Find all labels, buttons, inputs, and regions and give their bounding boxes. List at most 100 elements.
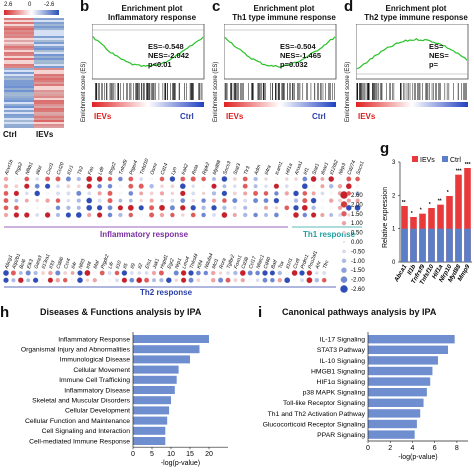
dot (159, 212, 165, 218)
heatmap-cell (34, 40, 64, 43)
gene-label: Cd86 (56, 256, 66, 269)
gsea-ylabel: Enrichment score (ES) (213, 61, 219, 122)
ipa-category: Cellular Movement (73, 367, 130, 374)
ipa-category: Organismal Injury and Abnormalities (21, 347, 131, 354)
heatmap-cell (34, 108, 64, 111)
heatmap-cell (34, 18, 64, 21)
heatmap-cell (34, 60, 64, 63)
legend-dot (342, 240, 346, 244)
dot (24, 176, 30, 182)
ipa-category: HIF1α Signaling (316, 379, 365, 386)
dot (158, 270, 165, 276)
ipa-bar (368, 335, 455, 344)
bar-g-ytick: 0 (392, 260, 396, 266)
heatmap-cell (34, 58, 64, 61)
dot (41, 271, 45, 275)
ipa-xtick: 5 (150, 451, 154, 458)
heatmap-cell (4, 120, 34, 123)
dot (284, 277, 291, 284)
dot (338, 177, 342, 181)
dot (329, 191, 333, 195)
dot (284, 191, 289, 196)
gsea-title-line1: Enrichment plot (385, 4, 447, 13)
gene-label: Tlr2 (77, 165, 86, 175)
gene-label: Il5 (122, 262, 130, 269)
dot (25, 191, 29, 196)
dot (84, 270, 91, 276)
dot (3, 212, 9, 218)
dot (263, 205, 269, 210)
dot (150, 177, 154, 181)
section-th1-label: Th1 response (303, 230, 356, 239)
ipa-xlabel: -log(p-value) (161, 460, 200, 467)
heatmap-cell (34, 116, 64, 119)
heatmap-cell (34, 122, 64, 125)
dot (211, 183, 217, 189)
dot (243, 198, 248, 203)
gsea-title-line2: Inflammatory response (107, 13, 197, 22)
heatmap-scale-mid: 0 (28, 2, 32, 8)
dot (221, 198, 227, 204)
dot (293, 190, 299, 197)
heatmap-cell (4, 100, 34, 103)
legend-value: -1.00 (351, 259, 365, 265)
dot (159, 204, 165, 211)
gene-label: Il2 (137, 262, 145, 269)
ipa-xlabel: -log(p-value) (398, 454, 437, 461)
gene-label: Stat3 (233, 162, 243, 175)
legend-value: 2.60 (351, 193, 363, 199)
heatmap-cell (4, 70, 34, 73)
dot (33, 270, 38, 276)
heatmap-cell (4, 78, 34, 81)
gsea-left-label: IEVs (358, 112, 376, 121)
dot (356, 213, 360, 217)
legend-dot (341, 210, 347, 217)
gene-label: Stat1 (311, 162, 321, 175)
dot (311, 191, 316, 196)
heatmap-cell (34, 82, 64, 85)
dot (301, 183, 308, 190)
heatmap-cell (34, 72, 64, 75)
heatmap-cell (34, 94, 64, 97)
dot (217, 277, 224, 283)
dot (300, 278, 304, 283)
dot (63, 271, 68, 275)
gene-label: Rela (191, 164, 200, 176)
dot (76, 190, 82, 197)
dot (32, 277, 39, 283)
dot (66, 198, 71, 203)
gene-label: Mcl1 (211, 258, 220, 270)
dot (170, 184, 175, 189)
dot (225, 277, 231, 283)
gene-label: Osmr (149, 162, 159, 176)
dot (14, 198, 19, 203)
heatmap-cell (34, 20, 64, 23)
bar-ctrl (428, 228, 435, 262)
significance-mark: *** (456, 169, 462, 175)
legend-value: 2.00 (351, 202, 363, 208)
ipa-bar (133, 386, 175, 394)
gene-label: Atp2b1 (11, 253, 22, 271)
ipa-bar (133, 375, 177, 384)
gsea-title-line2: Th1 type immune response (232, 13, 336, 22)
dot (149, 191, 154, 196)
heatmap-cell (4, 34, 34, 37)
gene-label: Nlrp3 (338, 162, 348, 175)
heatmap-cell (4, 108, 34, 111)
legend-dot (341, 220, 347, 226)
nes-value: NES= (429, 51, 449, 60)
heatmap-cell (4, 126, 34, 128)
dotplot: Acvr1b Ptgs2 Nfkb1 Il6st Cxcl1 Ccl20 Il1r1 Tlr2… (3, 158, 365, 297)
dot (139, 213, 143, 217)
dot (210, 270, 216, 276)
significance-mark: * (411, 211, 413, 217)
legend-dot (340, 276, 348, 283)
dot (24, 212, 30, 218)
heatmap-cell (34, 48, 64, 51)
dot (77, 184, 81, 188)
rank-gradient (92, 102, 204, 107)
dot (180, 277, 187, 283)
legend-value: -1.50 (351, 268, 365, 274)
gene-label: Icam1 (274, 161, 284, 176)
ipa-xtick: 20 (205, 451, 213, 458)
